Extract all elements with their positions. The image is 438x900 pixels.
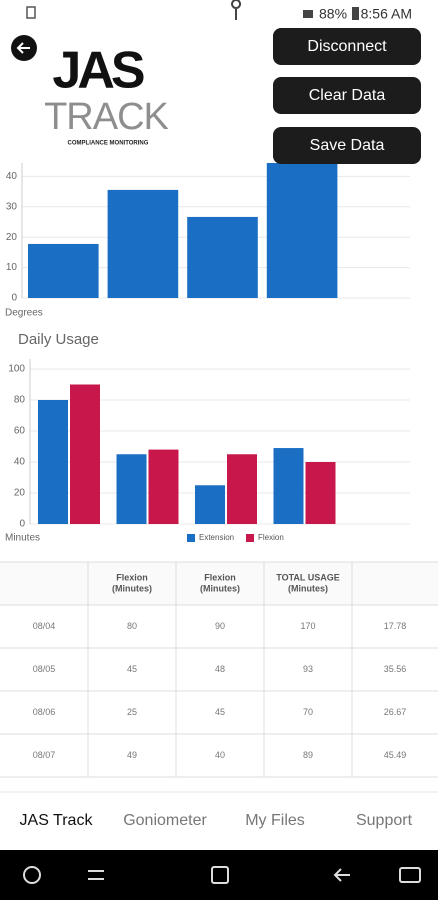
table-header-background — [0, 562, 438, 605]
table-cell: 26.67 — [384, 707, 407, 717]
button-background — [273, 127, 421, 164]
bar — [195, 485, 225, 524]
table-cell: 48 — [215, 664, 225, 674]
table-cell: 17.78 — [384, 621, 407, 631]
legend-swatch — [187, 534, 195, 542]
bar — [273, 448, 304, 524]
record-icon[interactable] — [399, 867, 421, 883]
bar — [148, 449, 179, 524]
bar — [266, 159, 338, 298]
column-header: Flexion (Minutes) — [200, 573, 240, 594]
location-icon — [231, 0, 242, 20]
bottom-nav: JAS Track Goniometer My Files Support — [0, 791, 438, 829]
legend-swatch — [246, 534, 254, 542]
system-nav-bar — [0, 850, 438, 900]
table-cell: 25 — [127, 707, 137, 717]
logo-tagline: COMPLIANCE MONITORING — [68, 141, 149, 147]
y-axis-label: Minutes — [5, 533, 40, 544]
nav-tab[interactable]: Goniometer — [123, 812, 207, 829]
button-label: Clear Data — [309, 87, 386, 104]
legend-label: Extension — [199, 533, 234, 542]
button-background — [273, 28, 421, 65]
table-cell: 80 — [127, 621, 137, 631]
back-arrow — [16, 42, 30, 54]
system-icon[interactable] — [23, 866, 41, 884]
y-tick-label: 0 — [19, 519, 25, 530]
column-header: TOTAL USAGE (Minutes) — [276, 573, 340, 594]
status-bar — [0, 0, 438, 28]
save-data-button[interactable]: Save Data — [273, 127, 421, 164]
y-tick-label: 40 — [14, 457, 26, 468]
clear-data-button[interactable]: Clear Data — [273, 77, 421, 114]
logo-track: TRACK — [44, 96, 168, 138]
bar — [70, 384, 100, 524]
nav-tab[interactable]: JAS Track — [20, 812, 94, 829]
charts: 0 10 20 30 40 Degrees Daily Usage 0 20 40 60 80 100 E… — [5, 136, 410, 544]
status-icon — [26, 6, 36, 19]
column-header: Flexion (Minutes) — [112, 573, 152, 594]
table-cell: 70 — [303, 707, 313, 717]
table-cell: 45 — [215, 707, 225, 717]
battery-icon — [352, 7, 359, 20]
bar — [107, 189, 179, 298]
table-cell: 170 — [300, 621, 315, 631]
table-cell: 45.49 — [384, 750, 407, 760]
y-tick-label: 80 — [14, 395, 26, 406]
disconnect-button[interactable]: Disconnect — [273, 28, 421, 65]
home-icon[interactable] — [211, 866, 229, 884]
bar — [187, 216, 258, 298]
y-tick-label: 100 — [8, 364, 25, 375]
table-cell: 90 — [215, 621, 225, 631]
table-cell: 08/05 — [33, 664, 56, 674]
legend-label: Flexion — [258, 533, 284, 542]
bar — [227, 454, 257, 524]
table-cell: 93 — [303, 664, 313, 674]
table-cell: 35.56 — [384, 664, 407, 674]
y-tick-label: 10 — [6, 262, 18, 273]
bar — [116, 454, 147, 524]
table-cell: 40 — [215, 750, 225, 760]
table-cell: 49 — [127, 750, 137, 760]
y-tick-label: 40 — [6, 171, 18, 182]
button-label: Disconnect — [307, 38, 387, 55]
y-tick-label: 60 — [14, 426, 26, 437]
system-nav-background — [0, 850, 438, 900]
bar — [305, 462, 336, 524]
header: 88% 8:56 AM JAS TRACK COMPLIANCE MONITOR… — [0, 0, 438, 164]
y-tick-label: 0 — [11, 293, 17, 304]
logo-jas: JAS — [52, 42, 143, 100]
clock: 8:56 AM — [361, 6, 412, 22]
table-cell: 08/06 — [33, 707, 56, 717]
button-label: Save Data — [310, 137, 385, 154]
y-axis-label: Degrees — [5, 308, 43, 319]
nav-tab[interactable]: Support — [356, 812, 413, 829]
bar — [38, 400, 68, 524]
back-icon[interactable] — [333, 868, 350, 882]
table-cell: 08/04 — [33, 621, 56, 631]
table-cell: 45 — [127, 664, 137, 674]
signal-icon — [303, 10, 313, 18]
bar — [28, 243, 99, 298]
nav-tab[interactable]: My Files — [245, 812, 305, 829]
chart-title: Daily Usage — [18, 331, 99, 348]
recent-icon[interactable] — [88, 870, 104, 880]
y-tick-label: 20 — [6, 232, 18, 243]
data-table: Flexion (Minutes) Flexion (Minutes) TOTAL US… — [0, 561, 438, 778]
table-cell: 89 — [303, 750, 313, 760]
battery-text: 88% — [319, 6, 347, 22]
y-tick-label: 20 — [14, 488, 26, 499]
y-tick-label: 30 — [6, 201, 18, 212]
button-background — [273, 77, 421, 114]
table-cell: 08/07 — [33, 750, 56, 760]
